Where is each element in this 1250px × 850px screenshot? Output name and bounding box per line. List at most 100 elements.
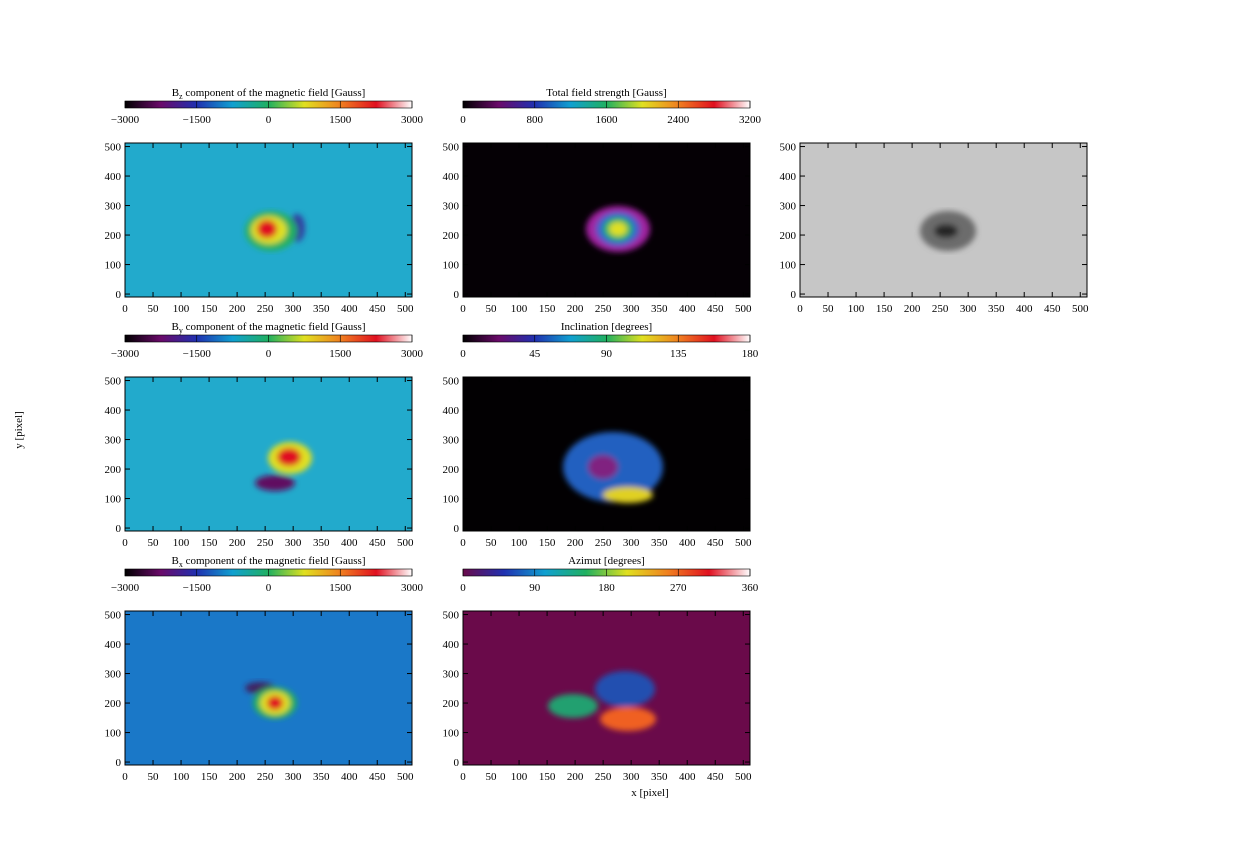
colorbar-title: Inclination [degrees]	[561, 321, 652, 333]
x-tick-label: 0	[122, 303, 128, 315]
colorbar-tick-label: 270	[670, 582, 687, 594]
y-tick-label: 100	[443, 728, 460, 740]
colorbar-tick-label: 45	[529, 348, 541, 360]
x-tick-label: 50	[148, 303, 160, 315]
x-tick-label: 100	[173, 537, 190, 549]
x-tick-label: 450	[1044, 303, 1061, 315]
y-tick-label: 0	[454, 757, 460, 769]
x-tick-label: 0	[460, 537, 466, 549]
y-tick-label: 300	[443, 669, 460, 681]
image-features	[920, 211, 976, 251]
colorbar-tick-label: −1500	[183, 348, 212, 360]
y-tick-label: 300	[105, 669, 122, 681]
colorbar-tick-label: −3000	[111, 582, 140, 594]
image-feature	[588, 455, 618, 479]
x-tick-label: 200	[567, 771, 584, 783]
x-tick-label: 250	[595, 771, 612, 783]
y-tick-label: 200	[443, 230, 460, 242]
y-tick-label: 200	[780, 230, 797, 242]
x-tick-label: 300	[960, 303, 977, 315]
y-axis-label: y [pixel]	[13, 411, 25, 449]
y-tick-label: 0	[454, 523, 460, 535]
colorbar-tick-label: 800	[527, 114, 544, 126]
x-tick-label: 250	[257, 303, 274, 315]
colorbar-title: By component of the magnetic field [Gaus…	[171, 321, 365, 335]
y-tick-label: 100	[105, 260, 122, 272]
x-tick-label: 400	[341, 771, 358, 783]
colorbar-tick-label: 180	[742, 348, 759, 360]
x-tick-label: 500	[397, 537, 414, 549]
y-tick-label: 300	[780, 201, 797, 213]
title-text: Azimut [degrees]	[568, 555, 645, 567]
x-tick-label: 400	[341, 303, 358, 315]
colorbar-tick-label: 3000	[401, 348, 424, 360]
y-tick-label: 500	[780, 142, 797, 154]
x-tick-label: 350	[313, 771, 330, 783]
x-tick-label: 300	[623, 771, 640, 783]
title-subscript: x	[179, 560, 183, 569]
y-tick-label: 400	[105, 405, 122, 417]
colorbar-tick-label: 90	[529, 582, 541, 594]
x-tick-label: 150	[539, 771, 556, 783]
x-tick-label: 500	[397, 303, 414, 315]
y-tick-label: 500	[105, 142, 122, 154]
x-tick-label: 100	[511, 771, 528, 783]
x-tick-label: 350	[988, 303, 1005, 315]
title-subscript: z	[179, 92, 183, 101]
x-tick-label: 150	[201, 771, 218, 783]
image-feature	[600, 707, 656, 731]
x-tick-label: 150	[539, 537, 556, 549]
y-tick-label: 300	[443, 435, 460, 447]
x-tick-label: 500	[735, 771, 752, 783]
colorbar-tick-label: 0	[266, 348, 272, 360]
y-tick-label: 200	[105, 698, 122, 710]
x-tick-label: 300	[623, 303, 640, 315]
x-tick-label: 300	[285, 537, 302, 549]
title-text: component of the magnetic field [Gauss]	[183, 321, 366, 333]
colorbar-tick-label: 0	[460, 582, 466, 594]
y-tick-label: 100	[105, 494, 122, 506]
y-tick-label: 200	[443, 464, 460, 476]
x-tick-label: 150	[201, 537, 218, 549]
x-tick-label: 250	[595, 303, 612, 315]
y-tick-label: 0	[791, 289, 797, 301]
plot-frame	[462, 142, 751, 298]
x-tick-label: 100	[511, 537, 528, 549]
y-tick-label: 100	[443, 260, 460, 272]
y-tick-label: 500	[443, 142, 460, 154]
x-tick-label: 400	[1016, 303, 1033, 315]
x-tick-label: 300	[285, 303, 302, 315]
y-tick-label: 400	[105, 639, 122, 651]
y-tick-label: 300	[443, 201, 460, 213]
x-tick-label: 100	[173, 771, 190, 783]
colorbar-tick-label: 90	[601, 348, 613, 360]
x-tick-label: 250	[595, 537, 612, 549]
image-features	[245, 682, 297, 719]
x-tick-label: 500	[735, 537, 752, 549]
x-tick-label: 200	[567, 537, 584, 549]
x-tick-label: 450	[369, 303, 386, 315]
image-feature	[548, 694, 598, 718]
colorbar-tick-label: −3000	[111, 114, 140, 126]
x-tick-label: 400	[679, 771, 696, 783]
colorbar-tick-label: 3200	[739, 114, 762, 126]
x-tick-label: 200	[229, 771, 246, 783]
x-tick-label: 350	[313, 537, 330, 549]
title-text: component of the magnetic field [Gauss]	[183, 87, 366, 99]
x-tick-label: 300	[623, 537, 640, 549]
y-tick-label: 100	[105, 728, 122, 740]
colorbar-title: Azimut [degrees]	[568, 555, 645, 567]
y-tick-label: 0	[454, 289, 460, 301]
x-tick-label: 500	[1072, 303, 1089, 315]
x-tick-label: 250	[257, 771, 274, 783]
title-symbol: B	[171, 321, 178, 333]
y-tick-label: 500	[105, 610, 122, 622]
x-tick-label: 200	[904, 303, 921, 315]
image-feature	[609, 222, 627, 236]
x-tick-label: 200	[567, 303, 584, 315]
y-tick-label: 0	[116, 289, 122, 301]
x-tick-label: 450	[369, 771, 386, 783]
y-tick-label: 200	[105, 464, 122, 476]
colorbar-tick-label: 1500	[329, 114, 352, 126]
image-feature	[595, 671, 655, 707]
